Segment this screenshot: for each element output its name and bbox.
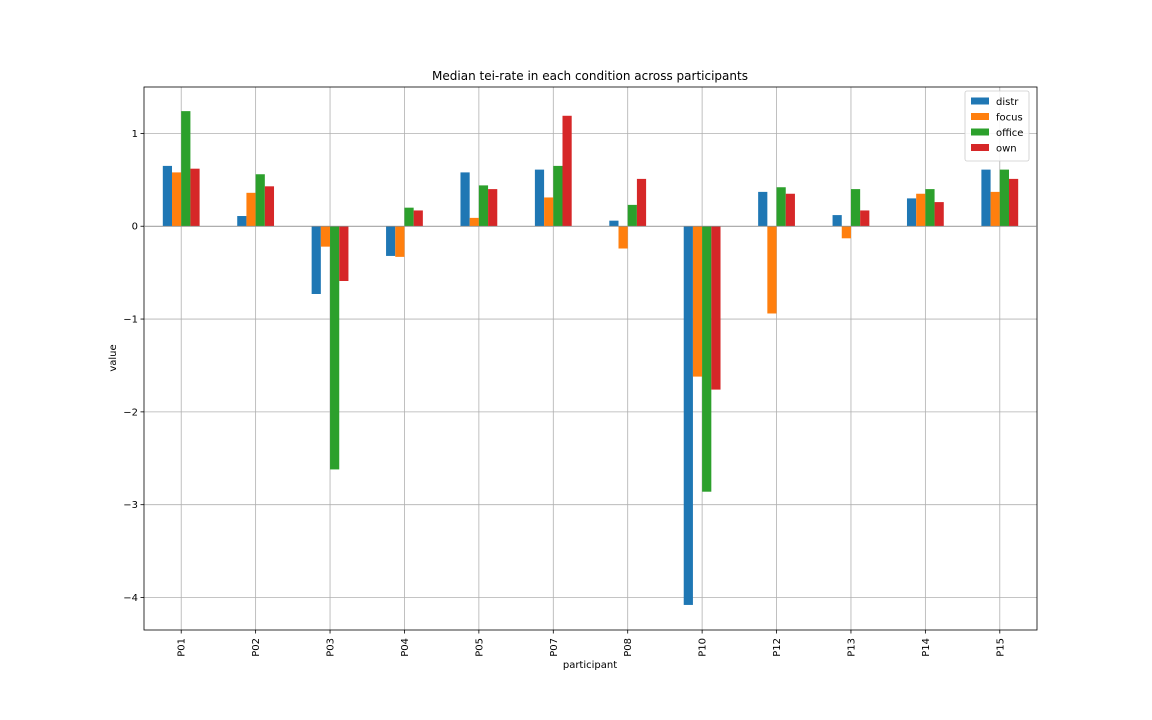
bar-distr-P12 bbox=[758, 191, 768, 227]
bar-distr-P15 bbox=[981, 169, 991, 227]
legend-box bbox=[964, 90, 1030, 162]
bar-office-P08 bbox=[627, 204, 637, 227]
bar-distr-P03 bbox=[311, 226, 321, 294]
legend-label-own: own bbox=[996, 144, 1017, 155]
bar-distr-P14 bbox=[906, 198, 917, 227]
bar-office-P03 bbox=[330, 226, 340, 470]
bar-focus-P08 bbox=[618, 226, 628, 249]
x-tick-label: P08 bbox=[623, 638, 634, 657]
y-tick-label: −1 bbox=[123, 315, 138, 326]
bar-focus-P04 bbox=[395, 226, 405, 257]
bar-own-P10 bbox=[711, 226, 721, 390]
bar-office-P01 bbox=[181, 111, 191, 227]
x-tick-label: P03 bbox=[326, 638, 337, 657]
bar-own-P02 bbox=[264, 186, 275, 227]
bar-focus-P13 bbox=[841, 226, 851, 239]
bar-focus-P07 bbox=[544, 197, 554, 227]
x-tick-label: P05 bbox=[474, 638, 485, 657]
legend-swatch-own bbox=[971, 144, 989, 151]
bar-office-P04 bbox=[404, 207, 414, 227]
x-tick-label: P13 bbox=[846, 638, 857, 657]
x-axis: P01 P02 P03 P04 P05 P07 P08 P10 P12 P13 P14 P15 bbox=[177, 630, 1006, 657]
x-axis-label: participant bbox=[563, 660, 617, 671]
bar-focus-P10 bbox=[692, 226, 703, 377]
bar-distr-P01 bbox=[162, 165, 173, 227]
bar-own-P08 bbox=[636, 178, 647, 227]
y-axis-label: value bbox=[108, 344, 119, 371]
bar-distr-P05 bbox=[460, 172, 470, 227]
bar-own-P03 bbox=[339, 226, 349, 281]
bar-distr-P07 bbox=[534, 169, 545, 227]
bar-office-P15 bbox=[999, 169, 1009, 227]
bar-office-P14 bbox=[925, 189, 935, 227]
x-tick-label: P01 bbox=[177, 638, 188, 657]
bar-office-P10 bbox=[702, 226, 712, 492]
y-tick-label: −2 bbox=[123, 407, 138, 418]
bar-focus-P01 bbox=[172, 172, 182, 227]
legend-label-distr: distr bbox=[996, 97, 1019, 108]
bar-own-P13 bbox=[860, 210, 870, 227]
bar-distr-P10 bbox=[683, 226, 693, 605]
y-tick-label: 0 bbox=[132, 222, 138, 233]
y-tick-label: −4 bbox=[123, 593, 138, 604]
bar-own-P07 bbox=[562, 115, 572, 227]
x-tick-label: P02 bbox=[251, 638, 262, 657]
legend-label-focus: focus bbox=[996, 113, 1023, 124]
legend-swatch-focus bbox=[971, 113, 989, 120]
legend-label-office: office bbox=[996, 128, 1023, 139]
bar-own-P14 bbox=[934, 202, 944, 227]
grid bbox=[144, 87, 1037, 630]
bar-distr-P13 bbox=[832, 215, 842, 227]
bar-own-P01 bbox=[190, 168, 200, 227]
bar-own-P04 bbox=[413, 210, 423, 227]
y-axis: 1 0 −1 −2 −3 −4 bbox=[123, 129, 144, 604]
y-tick-label: 1 bbox=[132, 129, 138, 140]
bar-focus-P02 bbox=[246, 192, 256, 227]
bars bbox=[162, 111, 1019, 605]
bar-office-P12 bbox=[776, 187, 786, 227]
bar-distr-P04 bbox=[386, 226, 396, 256]
bar-office-P13 bbox=[850, 189, 861, 227]
bar-focus-P03 bbox=[320, 226, 331, 247]
legend-swatch-distr bbox=[971, 97, 989, 105]
bar-office-P05 bbox=[478, 185, 489, 227]
x-tick-label: P15 bbox=[995, 638, 1006, 657]
x-tick-label: P14 bbox=[921, 638, 932, 657]
bar-distr-P02 bbox=[237, 216, 247, 227]
chart-title: Median tei-rate in each condition across… bbox=[432, 69, 748, 83]
bar-own-P05 bbox=[488, 189, 498, 227]
x-tick-label: P07 bbox=[549, 638, 560, 657]
bar-focus-P15 bbox=[990, 191, 1000, 227]
plot-frame bbox=[143, 86, 1038, 631]
y-tick-label: −3 bbox=[123, 500, 138, 511]
x-tick-label: P12 bbox=[772, 638, 783, 657]
bar-own-P15 bbox=[1008, 178, 1019, 227]
bar-focus-P14 bbox=[916, 193, 926, 227]
bar-office-P07 bbox=[553, 165, 563, 227]
x-tick-label: P10 bbox=[698, 638, 709, 657]
legend-swatch-office bbox=[971, 128, 989, 136]
bar-own-P12 bbox=[785, 193, 795, 227]
bar-focus-P05 bbox=[469, 217, 479, 227]
bar-distr-P08 bbox=[609, 220, 619, 227]
bar-office-P02 bbox=[255, 174, 265, 227]
legend: distr focus office own bbox=[964, 90, 1030, 162]
x-tick-label: P04 bbox=[400, 638, 411, 657]
bar-focus-P12 bbox=[767, 226, 777, 314]
